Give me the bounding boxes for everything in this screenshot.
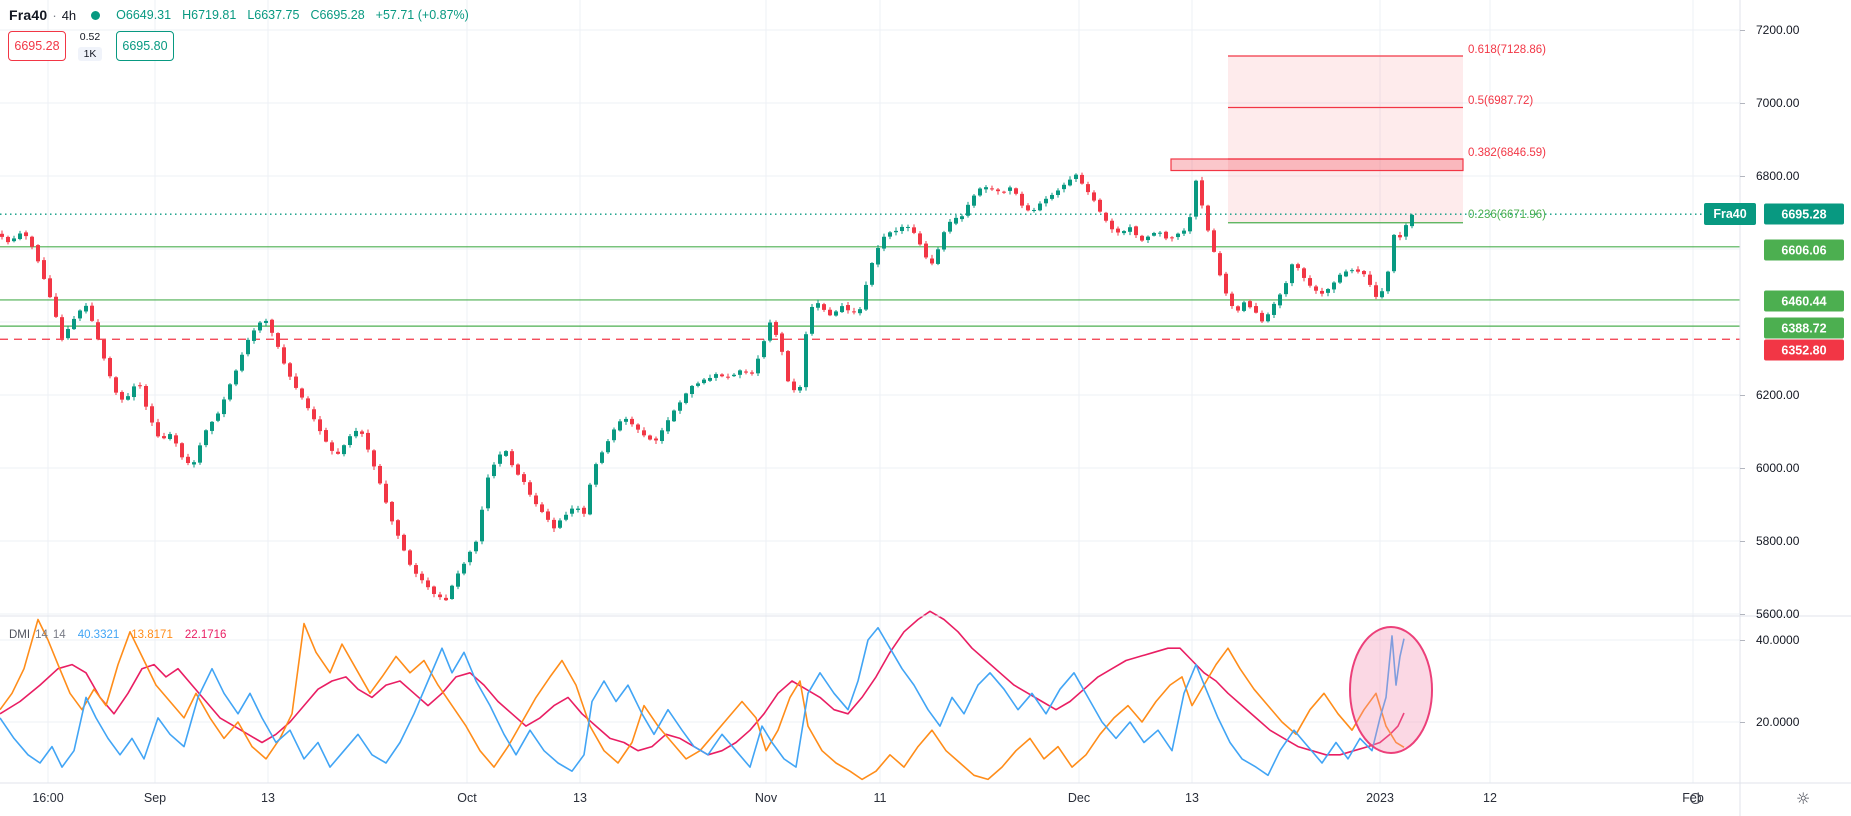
time-scale-label: 13: [1185, 791, 1199, 805]
minus-di-value: 13.8171: [131, 629, 173, 641]
plus-di-value: 40.3321: [77, 629, 120, 641]
order-panel: 6695.28 0.52 1K 6695.80: [8, 31, 174, 61]
price-tick: [1740, 395, 1745, 396]
spread-value: 0.52: [79, 31, 101, 43]
indicator-legend[interactable]: DMI 14 14 40.3321 13.8171 22.1716: [9, 629, 226, 641]
dmi-tick: [1740, 640, 1745, 641]
level-price-badge: 6460.44: [1764, 290, 1844, 312]
dmi-tick: [1740, 722, 1745, 723]
time-scale-label: 13: [261, 791, 275, 805]
market-status-icon: [91, 10, 101, 20]
price-tick: [1740, 468, 1745, 469]
sell-button[interactable]: 6695.28: [8, 31, 66, 61]
fib-level-label: 0.236(6671.96): [1468, 209, 1547, 221]
ohlc-high: H6719.81: [182, 8, 237, 22]
time-scale-label: 11: [873, 791, 887, 805]
dmi-scale-label: 20.0000: [1756, 715, 1800, 729]
ohlc-change: +57.71 (+0.87%): [375, 8, 469, 22]
time-scale-label: 2023: [1366, 791, 1394, 805]
price-scale-label: 5600.00: [1756, 607, 1800, 621]
price-scale-label: 7000.00: [1756, 96, 1800, 110]
time-axis[interactable]: [0, 783, 1851, 816]
dmi-scale-label: 40.0000: [1756, 633, 1800, 647]
price-scale-label: 6800.00: [1756, 169, 1800, 183]
fib-level-label: 0.618(7128.86): [1468, 44, 1547, 56]
price-tick: [1740, 176, 1745, 177]
volume-selector[interactable]: 1K: [77, 47, 103, 61]
time-scale-label: Dec: [1067, 791, 1091, 805]
time-scale-label: Nov: [754, 791, 778, 805]
symbol-price-tag: Fra40: [1704, 203, 1756, 225]
time-scale-label: 12: [1483, 791, 1497, 805]
ohlc-low: L6637.75: [247, 8, 300, 22]
price-tick: [1740, 614, 1745, 615]
time-scale-label: 13: [573, 791, 587, 805]
spread-volume: 0.52 1K: [72, 31, 108, 61]
time-scale-label: 16:00: [32, 791, 64, 805]
fib-level-label: 0.382(6846.59): [1468, 147, 1547, 159]
price-tick: [1740, 30, 1745, 31]
buy-button[interactable]: 6695.80: [116, 31, 174, 61]
fib-level-label: 0.5(6987.72): [1468, 95, 1534, 107]
symbol-header: Fra40 · 4h O6649.31 H6719.81 L6637.75 C6…: [9, 7, 469, 23]
price-scale-label: 6000.00: [1756, 461, 1800, 475]
separator: ·: [52, 7, 57, 23]
indicator-param-2: 14: [52, 629, 66, 641]
indicator-param-1: 14: [35, 629, 48, 641]
price-tick: [1740, 103, 1745, 104]
price-scale-label: 5800.00: [1756, 534, 1800, 548]
time-scale-label: Sep: [143, 791, 167, 805]
ohlc-open: O6649.31: [116, 8, 172, 22]
clock-icon[interactable]: [1690, 793, 1701, 804]
level-price-badge: 6388.72: [1764, 317, 1844, 339]
axis-settings-gear-icon[interactable]: ☼: [1796, 789, 1811, 808]
ohlc-close: C6695.28: [310, 8, 365, 22]
indicator-name: DMI: [9, 629, 31, 641]
level-price-badge: 6606.06: [1764, 239, 1844, 261]
price-tick: [1740, 541, 1745, 542]
last-price-badge: 6695.28: [1764, 203, 1844, 225]
time-scale-label: Oct: [457, 791, 477, 805]
level-price-badge: 6352.80: [1764, 339, 1844, 361]
interval-label[interactable]: 4h: [61, 7, 77, 23]
symbol-name[interactable]: Fra40: [9, 7, 48, 23]
price-scale-label: 6200.00: [1756, 388, 1800, 402]
price-scale-label: 7200.00: [1756, 23, 1800, 37]
adx-value: 22.1716: [184, 629, 227, 641]
